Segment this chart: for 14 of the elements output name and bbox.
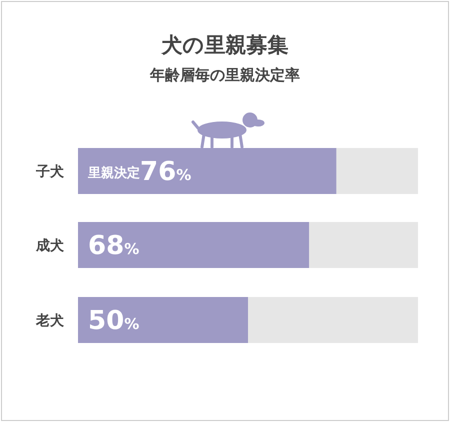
bar: [309, 222, 418, 268]
data-label: 50%: [88, 306, 140, 336]
y-tick-label: 成犬: [35, 238, 65, 254]
bar: [78, 222, 310, 268]
bar: [248, 297, 418, 343]
y-tick-label: 子犬: [35, 164, 65, 180]
bar: [336, 148, 418, 194]
chart-title: 犬の里親募集: [162, 33, 288, 57]
data-label: 68%: [88, 231, 140, 261]
bar: [78, 148, 336, 194]
chart-subtitle: 年齢層毎の里親決定率: [149, 66, 300, 84]
y-tick-label: 老犬: [35, 313, 65, 329]
bar: [78, 297, 248, 343]
data-label: $^{里親決定}$76%: [87, 157, 192, 187]
